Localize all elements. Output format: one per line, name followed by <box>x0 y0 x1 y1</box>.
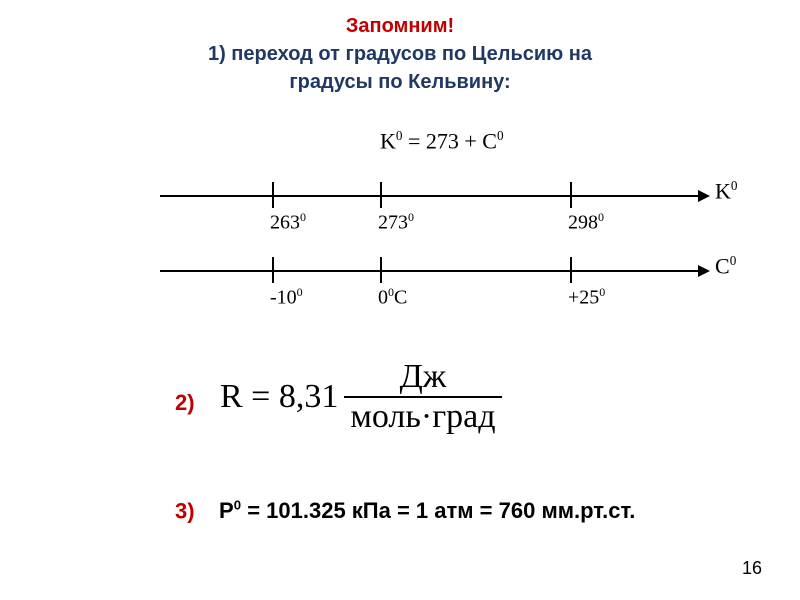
celsius-axis-line <box>160 270 700 272</box>
title-line-3: градусы по Кельвину: <box>0 68 800 96</box>
kelvin-tick-label-2: 2980 <box>568 210 604 235</box>
gas-constant-fraction: Дж моль·град <box>344 358 501 436</box>
title-block: Запомним! 1) переход от градусов по Цель… <box>0 0 800 96</box>
title-line-1: Запомним! <box>0 12 800 40</box>
item-2-marker: 2) <box>175 390 195 416</box>
title-line-2: 1) переход от градусов по Цельсию на <box>0 40 800 68</box>
gas-constant-formula: R = 8,31 Дж моль·град <box>220 358 502 436</box>
item-3-marker: 3) <box>175 498 195 523</box>
kelvin-conversion-formula: K0 = 273 + C0 <box>380 128 504 154</box>
kelvin-axis-arrowhead <box>698 190 710 202</box>
kelvin-tick-2 <box>570 182 572 208</box>
celsius-axis-arrowhead <box>698 265 710 277</box>
celsius-tick-label-0: -100 <box>270 285 303 310</box>
kelvin-tick-label-1: 2730 <box>378 210 414 235</box>
celsius-tick-2 <box>570 257 572 283</box>
kelvin-tick-label-0: 2630 <box>270 210 306 235</box>
celsius-tick-label-1: 00C <box>378 285 407 310</box>
kelvin-tick-0 <box>272 182 274 208</box>
kelvin-axis-label: K0 <box>715 178 737 204</box>
celsius-axis-label: C0 <box>715 253 736 279</box>
pressure-text: Р0 = 101.325 кПа = 1 атм = 760 мм.рт.ст. <box>219 498 635 523</box>
page-number: 16 <box>742 558 762 579</box>
gas-constant-lhs: R = 8,31 <box>220 378 338 416</box>
fraction-numerator: Дж <box>394 358 453 396</box>
pressure-constants: 3) Р0 = 101.325 кПа = 1 атм = 760 мм.рт.… <box>175 498 635 524</box>
celsius-tick-0 <box>272 257 274 283</box>
fraction-denominator: моль·град <box>344 398 501 436</box>
kelvin-tick-1 <box>380 182 382 208</box>
celsius-tick-1 <box>380 257 382 283</box>
celsius-tick-label-2: +250 <box>568 285 605 310</box>
kelvin-axis-line <box>160 195 700 197</box>
